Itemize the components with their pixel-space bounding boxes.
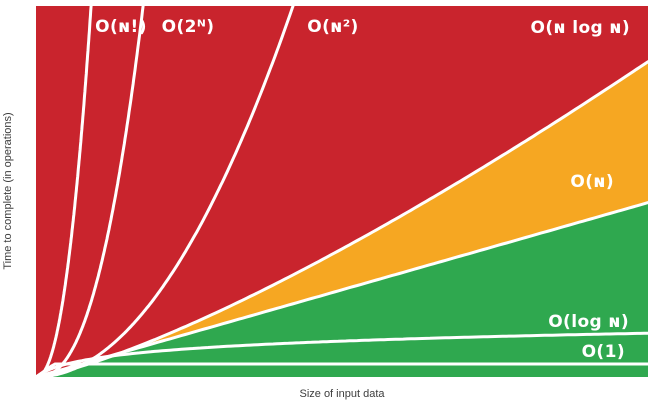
x-axis-label: Size of input data [299, 388, 385, 400]
curve-label-o-n-log-n: O(ɴ log ɴ) [530, 18, 630, 38]
curve-o-n [34, 201, 650, 379]
curve-label-o-n-squared: O(ɴ²) [307, 17, 358, 37]
curve-o-1 [34, 362, 650, 379]
curve-label-o-1: O(1) [582, 342, 625, 362]
curve-label-o-n-factorial: O(ɴ!) [95, 17, 147, 37]
curve-label-o-n: O(ɴ) [570, 172, 614, 192]
y-axis-label: Time to complete (in operations) [2, 112, 14, 269]
curve-label-o-log-n: O(log ɴ) [548, 312, 629, 332]
plot-area: O(ɴ!) O(2ᴺ) O(ɴ²) O(ɴ log ɴ) O(ɴ) O(log ɴ) O(1… [34, 4, 650, 379]
curve-o-log-n [34, 331, 650, 379]
curve-label-o-2-pow-n: O(2ᴺ) [162, 17, 215, 37]
curve-o-n-log-n [34, 60, 650, 379]
